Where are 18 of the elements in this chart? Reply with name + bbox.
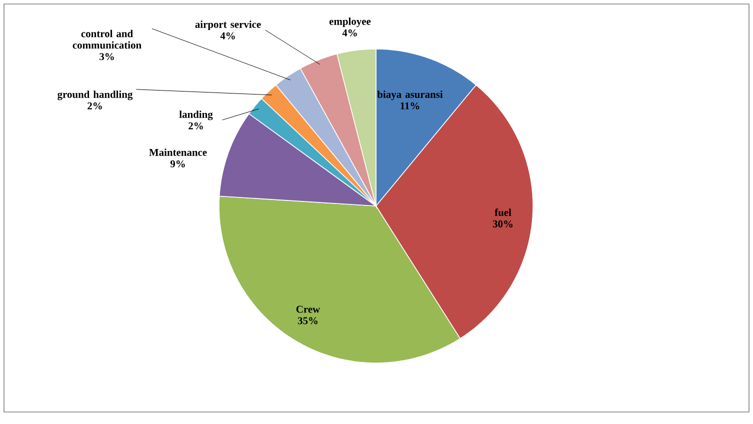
slice-label: airport service	[195, 20, 261, 30]
data-label: 9%	[170, 160, 185, 168]
data-label: 11%	[400, 102, 420, 110]
data-label: 2%	[188, 122, 203, 130]
slice-label: biaya asuransi	[377, 90, 443, 100]
slice-label: control and communication	[72, 30, 142, 49]
slice-label: ground handling	[58, 90, 133, 100]
data-label: 4%	[220, 32, 235, 40]
slice-label: Crew	[296, 306, 320, 313]
slice-label: fuel	[494, 208, 512, 216]
slice-label: employee	[329, 18, 371, 28]
data-label: 4%	[342, 29, 357, 36]
slice-label: Maintenance	[149, 148, 207, 156]
slice-label: landing	[179, 110, 213, 120]
data-label: 35%	[298, 317, 318, 324]
data-label: 30%	[492, 220, 512, 228]
data-label: 3%	[100, 53, 114, 60]
data-label: 2%	[88, 102, 102, 110]
